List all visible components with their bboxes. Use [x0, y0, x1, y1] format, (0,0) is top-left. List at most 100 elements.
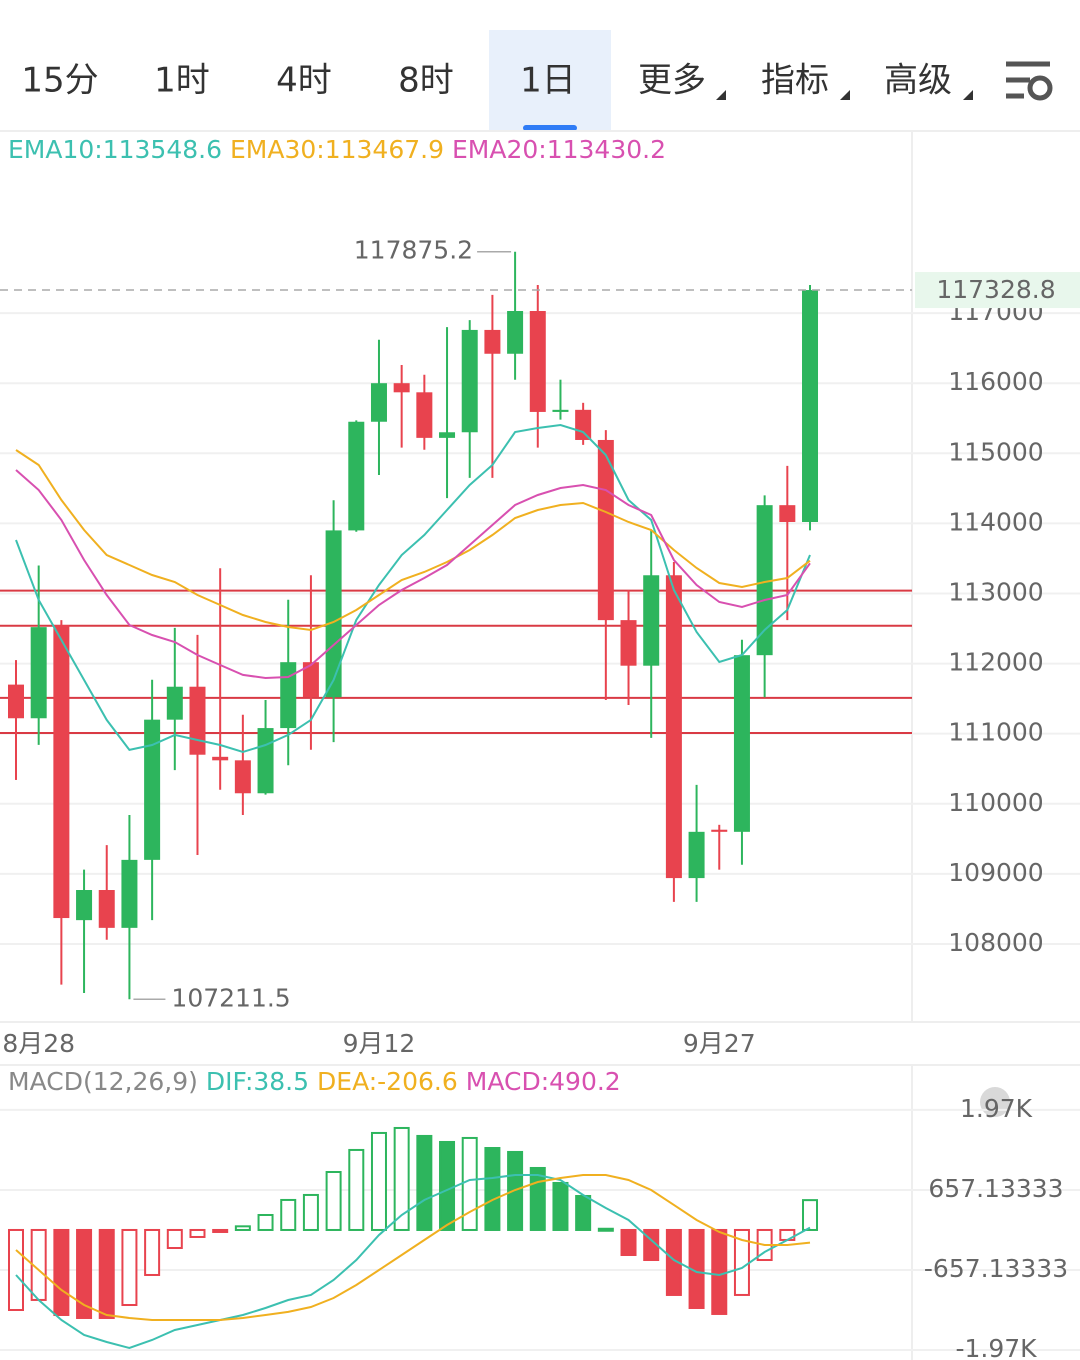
y-tick-label: 657.13333 — [928, 1174, 1063, 1203]
indicator-line — [15, 1174, 811, 1321]
candle-body — [348, 421, 365, 531]
icon-gear — [1027, 75, 1053, 101]
candle-body — [234, 760, 251, 794]
candle-body — [144, 719, 161, 860]
tab[interactable]: 1时 — [154, 61, 210, 101]
y-tick-label: 114000 — [948, 507, 1043, 536]
candle-body — [529, 310, 546, 412]
candle-body — [370, 383, 387, 422]
tab[interactable]: 8时 — [398, 61, 454, 101]
candle-body — [779, 505, 796, 522]
macd-bar — [416, 1134, 433, 1231]
dropdown-arrows — [716, 90, 973, 100]
candle-body — [8, 684, 24, 719]
macd-bar — [166, 1228, 183, 1250]
y-tick-label: 108000 — [948, 928, 1043, 957]
candle-body — [597, 439, 614, 621]
tab[interactable]: 高级 — [884, 61, 952, 101]
macd-bar — [325, 1171, 342, 1231]
candle-body — [552, 409, 569, 412]
candle-body — [53, 625, 70, 919]
macd-bar — [257, 1213, 274, 1231]
tab[interactable]: 15分 — [21, 61, 98, 101]
macd-bar — [280, 1198, 297, 1231]
x-tick-label: 9月27 — [683, 1029, 756, 1058]
indicator-line — [15, 1174, 811, 1350]
candle-body — [302, 662, 319, 698]
macd-bar — [121, 1228, 138, 1307]
candle-body — [439, 432, 456, 438]
candle-body — [461, 329, 478, 433]
candle-body — [212, 756, 229, 761]
tab[interactable]: 指标 — [761, 61, 829, 101]
candle-body — [189, 686, 206, 755]
legend: MACD(12,26,9) DIF:38.5 DEA:-206.6 MACD:490.… — [8, 1067, 621, 1096]
candle-body — [166, 686, 183, 720]
macd-bar — [552, 1181, 569, 1231]
macd-bar — [711, 1228, 728, 1315]
candle-body — [665, 575, 682, 879]
macd-bar — [461, 1136, 478, 1231]
candle-body — [325, 530, 342, 698]
last-price-bg — [915, 272, 1080, 309]
y-tick-label: 115000 — [948, 437, 1043, 466]
macd-bar — [98, 1228, 115, 1319]
macd-bar — [53, 1228, 70, 1316]
macd-bar — [779, 1228, 796, 1241]
tab[interactable]: 更多 — [638, 61, 706, 101]
candle-body — [121, 859, 138, 928]
candle-body — [280, 662, 297, 729]
high-label: 117875.2 — [354, 236, 473, 265]
candle-body — [733, 655, 750, 832]
last-price-label: 117328.8 — [936, 275, 1055, 304]
macd-bar — [665, 1228, 682, 1296]
candle-body — [802, 290, 819, 522]
active-tab-indicator — [523, 125, 577, 131]
macd-bar — [620, 1228, 637, 1257]
candle-body — [575, 409, 592, 440]
candle-body — [507, 310, 524, 354]
macd-title: MACD(12,26,9) — [8, 1067, 198, 1096]
macd-bar — [393, 1126, 410, 1231]
macd-bar — [76, 1228, 93, 1319]
low-label: 107211.5 — [171, 983, 290, 1012]
legend-entry: EMA30:113467.9 — [230, 135, 444, 164]
candle-body — [711, 829, 728, 832]
candle-body — [416, 392, 433, 438]
macd-bar — [348, 1148, 365, 1231]
tab[interactable]: 4时 — [276, 61, 332, 101]
y-tick-label: -1.97K — [955, 1334, 1037, 1360]
macd-bar — [234, 1225, 251, 1231]
macd-bar — [575, 1194, 592, 1231]
settings-icon[interactable] — [1006, 61, 1053, 101]
macd-bar — [484, 1147, 501, 1231]
legend-entry: MACD:490.2 — [466, 1067, 621, 1096]
candle-body — [257, 728, 274, 794]
candle-body — [643, 575, 660, 666]
candle-body — [393, 383, 410, 393]
macd-bar — [529, 1166, 546, 1231]
indicator-line — [15, 449, 811, 632]
x-tick-label: 8月28 — [2, 1029, 75, 1058]
macd-bar — [212, 1228, 229, 1233]
macd-bar — [189, 1228, 206, 1238]
y-tick-label: 109000 — [948, 858, 1043, 887]
y-tick-label: 1.97K — [960, 1094, 1033, 1123]
candle-body — [688, 831, 705, 879]
legend-entry: EMA10:113548.6 — [8, 135, 222, 164]
candle-body — [98, 890, 115, 928]
indicator-line — [15, 423, 811, 754]
legend-entry: DEA:-206.6 — [317, 1067, 458, 1096]
macd-bar — [370, 1131, 387, 1231]
macd-bar — [8, 1228, 24, 1312]
x-tick-label: 9月12 — [343, 1029, 416, 1058]
legend-entry: DIF:38.5 — [206, 1067, 309, 1096]
y-tick-label: 111000 — [948, 718, 1043, 747]
tab[interactable]: 1日 — [520, 61, 576, 101]
active-tab-bg — [489, 30, 611, 130]
macd-bar — [439, 1140, 456, 1231]
candle-body — [484, 329, 501, 354]
macd-bar — [597, 1227, 614, 1232]
y-tick-label: -657.13333 — [924, 1254, 1068, 1283]
